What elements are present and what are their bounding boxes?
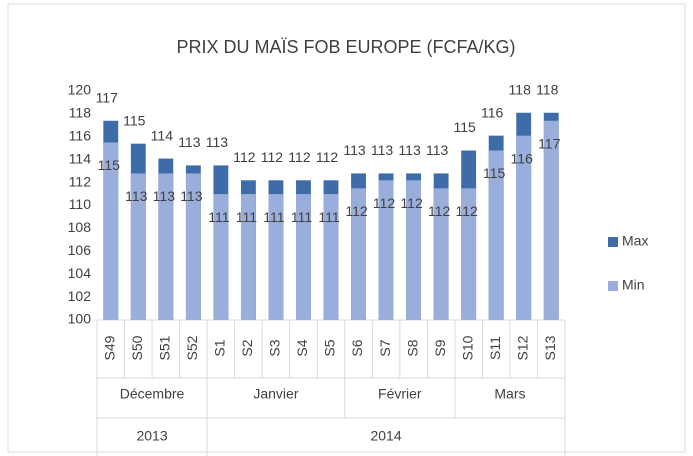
legend-swatch (608, 281, 618, 291)
data-label: 112 (428, 203, 451, 219)
x-tick-label: S8 (404, 339, 420, 356)
x-tick-label: S11 (487, 336, 503, 360)
y-tick-label: 106 (68, 242, 92, 258)
data-label: 112 (316, 149, 339, 165)
bar (488, 150, 504, 320)
x-tick-label: S13 (542, 335, 558, 360)
data-label: 113 (125, 188, 148, 204)
data-label: 118 (536, 81, 559, 97)
data-label: 113 (180, 188, 203, 204)
bar (516, 135, 532, 320)
data-label: 116 (481, 104, 504, 120)
y-tick-label: 102 (68, 288, 92, 304)
x-tick-label: S1 (212, 339, 228, 356)
y-tick-label: 104 (68, 265, 92, 281)
bar (351, 188, 366, 320)
group-label: 2013 (136, 428, 167, 444)
x-tick-label: S2 (239, 339, 255, 356)
data-label: 112 (400, 195, 423, 211)
data-label: 113 (178, 134, 201, 150)
x-tick-label: S3 (267, 339, 283, 356)
bar (185, 173, 201, 320)
data-label: 112 (455, 203, 478, 219)
legend-label: Max (622, 233, 648, 249)
data-label: 113 (398, 142, 421, 158)
y-tick-label: 116 (69, 128, 92, 144)
data-label: 112 (288, 149, 311, 165)
data-label: 112 (261, 149, 284, 165)
data-label: 112 (345, 203, 368, 219)
data-label: 117 (96, 89, 119, 105)
data-label: 114 (151, 127, 174, 143)
legend-label: Min (622, 277, 645, 293)
x-tick-label: S6 (349, 339, 365, 356)
group-label: 2014 (370, 428, 401, 444)
bar (158, 173, 174, 320)
data-label: 113 (343, 142, 366, 158)
y-tick-label: 100 (68, 311, 92, 327)
bar (543, 120, 559, 321)
data-label: 113 (206, 134, 229, 150)
bar (433, 188, 449, 320)
chart-border (7, 3, 686, 453)
data-label: 115 (123, 112, 146, 128)
bar (461, 188, 477, 320)
bar (268, 194, 284, 320)
group-label: Mars (494, 386, 525, 402)
data-label: 113 (153, 188, 176, 204)
bar (103, 142, 119, 320)
data-label: 111 (263, 209, 284, 225)
chart-title: PRIX DU MAÏS FOB EUROPE (FCFA/KG) (176, 37, 515, 57)
x-tick-label: S9 (432, 339, 448, 356)
data-label: 111 (318, 209, 339, 225)
group-label: Décembre (120, 386, 185, 402)
data-label: 115 (98, 157, 121, 173)
bar (323, 194, 339, 320)
data-label: 113 (371, 142, 394, 158)
data-label: 118 (509, 81, 532, 97)
x-tick-label: S50 (129, 335, 145, 360)
y-tick-label: 108 (68, 219, 92, 235)
y-tick-label: 112 (69, 173, 92, 189)
data-label: 113 (426, 142, 449, 158)
bar (378, 180, 394, 320)
x-tick-label: S5 (322, 339, 338, 356)
y-tick-label: 110 (69, 196, 92, 212)
legend-swatch (608, 237, 618, 247)
bar (213, 194, 229, 320)
x-tick-label: S52 (184, 335, 200, 360)
group-label: Février (378, 386, 422, 402)
data-label: 111 (236, 209, 257, 225)
data-label: 115 (483, 165, 506, 181)
x-tick-label: S12 (514, 335, 530, 360)
y-tick-label: 114 (69, 150, 92, 166)
x-tick-label: S51 (157, 335, 173, 360)
bar (406, 180, 422, 320)
x-tick-label: S10 (459, 335, 475, 360)
bar (240, 194, 256, 320)
data-label: 111 (208, 209, 229, 225)
data-label: 112 (373, 195, 396, 211)
data-label: 111 (291, 209, 312, 225)
data-label: 116 (511, 150, 534, 166)
x-tick-label: S4 (294, 339, 310, 356)
bar (296, 194, 311, 320)
y-tick-label: 120 (68, 82, 92, 98)
y-tick-label: 118 (69, 105, 92, 121)
x-tick-label: S49 (101, 335, 117, 360)
group-label: Janvier (253, 386, 298, 402)
data-label: 115 (453, 119, 476, 135)
data-label: 112 (233, 149, 256, 165)
x-tick-label: S7 (377, 339, 393, 356)
data-label: 117 (538, 135, 561, 151)
bar (130, 173, 146, 320)
